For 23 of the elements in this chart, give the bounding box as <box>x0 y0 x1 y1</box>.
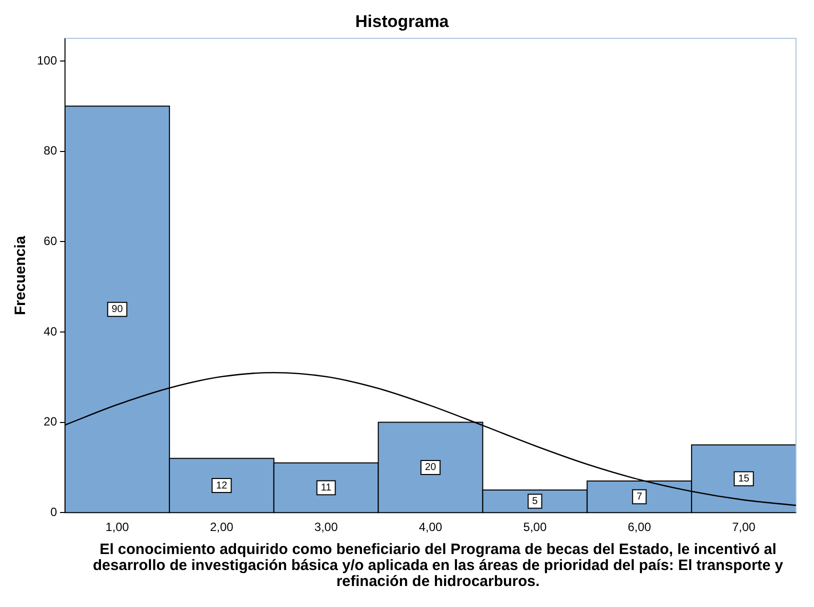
y-tick-label: 20 <box>44 414 58 429</box>
x-axis-title: El conocimiento adquirido como beneficiario del Programa de becas del Estado, le incentivó al desarrollo de investigación básica y/o aplicada en las áreas de prioridad del país: El transporte y refinación de hidrocarburos. <box>92 541 784 590</box>
y-axis-title: Frecuencia <box>12 235 30 316</box>
x-tick-label: 7,00 <box>732 520 756 534</box>
x-tick-label: 2,00 <box>210 520 234 534</box>
data-label: 90 <box>112 304 124 316</box>
x-tick-label: 3,00 <box>314 520 338 534</box>
data-label: 12 <box>216 480 228 492</box>
y-tick-label: 100 <box>36 53 58 68</box>
data-label: 15 <box>738 473 750 484</box>
x-tick-label: 4,00 <box>418 520 443 534</box>
data-label: 7 <box>636 492 643 503</box>
y-tick-label: 80 <box>44 144 58 158</box>
chart-title: Histograma <box>355 12 450 31</box>
x-tick-label: 6,00 <box>628 520 652 534</box>
y-tick-label: 0 <box>50 504 58 519</box>
x-tick-label: 5,00 <box>523 520 547 534</box>
y-tick-label: 60 <box>44 234 58 248</box>
data-label: 5 <box>532 496 538 508</box>
data-label: 20 <box>424 462 437 474</box>
y-tick-label: 40 <box>44 324 58 338</box>
x-tick-label: 1,00 <box>106 520 130 534</box>
data-label: 11 <box>320 482 332 494</box>
